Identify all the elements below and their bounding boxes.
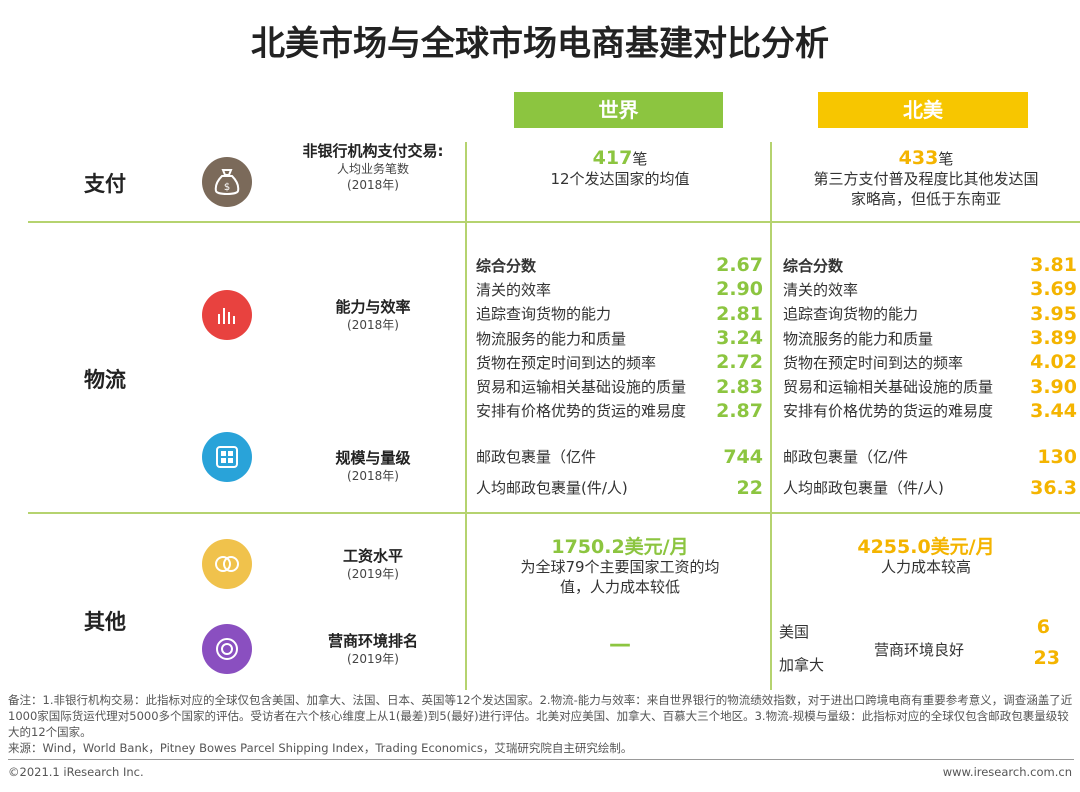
metric-label: 邮政包裹量（亿/件 <box>783 448 909 466</box>
category-payment: 支付 <box>84 172 126 196</box>
metric-label: 贸易和运输相关基础设施的质量 <box>783 378 994 397</box>
us-rank: 6 <box>1036 616 1050 638</box>
na-wage: 4255.0美元/月 人力成本较高 <box>857 536 995 576</box>
world-wage: 1750.2美元/月 为全球79个主要国家工资的均值，人力成本较低 <box>520 536 720 596</box>
metric-value: 2.72 <box>716 351 763 374</box>
na-payment: 433笔 第三方支付普及程度比其他发达国家略高，但低于东南亚 <box>813 147 1039 208</box>
metric-value: 4.02 <box>1030 351 1077 374</box>
metric-label: 货物在预定时间到达的频率 <box>476 353 657 372</box>
country-us: 美国 <box>779 623 810 641</box>
metric-row: 货物在预定时间到达的频率 4.02 <box>783 350 1077 374</box>
metric-row: 物流服务的能力和质量 3.24 <box>476 326 763 350</box>
money-bag-icon: $ <box>202 157 252 207</box>
na-efficiency-list: 综合分数 3.81 清关的效率 3.69 追踪查询货物的能力 3.95 物流服务的能力和质量… <box>783 253 1077 423</box>
metric-value: 22 <box>736 476 763 499</box>
world-business: — <box>609 632 631 657</box>
metric-row: 贸易和运输相关基础设施的质量 3.90 <box>783 374 1077 398</box>
metric-label: 清关的效率 <box>476 280 552 299</box>
category-logistics: 物流 <box>84 368 126 392</box>
metric-row: 综合分数 3.81 <box>783 253 1077 277</box>
metric-value: 2.81 <box>716 302 763 325</box>
metric-row: 邮政包裹量（亿/件 130 <box>783 441 1077 472</box>
metric-row: 清关的效率 3.69 <box>783 277 1077 301</box>
wage-label: 工资水平 (2019年) <box>342 547 403 581</box>
metric-label: 物流服务的能力和质量 <box>476 329 627 348</box>
footnotes: 备注：1.非银行机构交易：此指标对应的全球仅包含美国、加拿大、法国、日本、英国等… <box>8 693 1073 755</box>
metric-label: 人均邮政包裹量(件/人) <box>476 479 628 497</box>
metric-label: 综合分数 <box>783 256 844 275</box>
metric-value: 3.95 <box>1030 302 1077 325</box>
scale-label: 规模与量级 (2018年) <box>335 449 411 483</box>
metric-value: 3.81 <box>1030 254 1077 277</box>
business-label: 营商环境排名 (2019年) <box>327 632 418 666</box>
metric-label: 清关的效率 <box>783 280 859 299</box>
metric-label: 邮政包裹量（亿件 <box>476 448 597 466</box>
bar-chart-icon <box>202 290 252 340</box>
metric-row: 人均邮政包裹量（件/人) 36.3 <box>783 472 1077 503</box>
metric-value: 36.3 <box>1030 476 1077 499</box>
efficiency-label: 能力与效率 (2018年) <box>335 298 411 332</box>
source: 来源：Wind，World Bank，Pitney Bowes Parcel S… <box>8 741 633 755</box>
world-efficiency-list: 综合分数 2.67 清关的效率 2.90 追踪查询货物的能力 2.81 物流服务的能力和质量… <box>476 253 763 423</box>
business-note: 营商环境良好 <box>874 641 965 659</box>
metric-value: 3.89 <box>1030 327 1077 350</box>
metric-row: 人均邮政包裹量(件/人) 22 <box>476 472 763 503</box>
na-scale-list: 邮政包裹量（亿/件 130 人均邮政包裹量（件/人) 36.3 <box>783 441 1077 503</box>
metric-label: 追踪查询货物的能力 <box>783 305 919 324</box>
metric-label: 综合分数 <box>476 256 537 275</box>
rings-icon <box>202 539 252 589</box>
column-divider <box>465 142 467 690</box>
canada-rank: 23 <box>1033 647 1060 669</box>
metric-value: 2.83 <box>716 375 763 398</box>
page-title: 北美市场与全球市场电商基建对比分析 <box>251 24 829 64</box>
svg-text:$: $ <box>224 182 230 193</box>
metric-row: 邮政包裹量（亿件 744 <box>476 441 763 472</box>
target-icon <box>202 624 252 674</box>
country-canada: 加拿大 <box>779 656 825 674</box>
metric-value: 2.87 <box>716 399 763 422</box>
world-payment: 417笔 12个发达国家的均值 <box>550 147 690 188</box>
metric-value: 130 <box>1037 445 1077 468</box>
metric-value: 2.90 <box>716 278 763 301</box>
metric-row: 物流服务的能力和质量 3.89 <box>783 326 1077 350</box>
row-divider <box>28 221 1080 223</box>
metric-label: 物流服务的能力和质量 <box>783 329 934 348</box>
metric-label: 贸易和运输相关基础设施的质量 <box>476 378 687 397</box>
world-column-header: 世界 <box>514 92 723 128</box>
metric-label: 人均邮政包裹量（件/人) <box>783 479 944 497</box>
footer-divider <box>8 759 1074 760</box>
metric-row: 安排有价格优势的货运的难易度 3.44 <box>783 399 1077 423</box>
copyright: ©2021.1 iResearch Inc. <box>8 765 144 779</box>
metric-value: 3.69 <box>1030 278 1077 301</box>
category-other: 其他 <box>84 610 126 634</box>
metric-value: 744 <box>723 445 763 468</box>
row-divider <box>28 512 1080 514</box>
metric-value: 3.44 <box>1030 399 1077 422</box>
metric-row: 清关的效率 2.90 <box>476 277 763 301</box>
metric-label: 安排有价格优势的货运的难易度 <box>783 402 994 421</box>
payment-label: 非银行机构支付交易: 人均业务笔数 (2018年) <box>302 142 444 192</box>
metric-row: 安排有价格优势的货运的难易度 2.87 <box>476 399 763 423</box>
grid-icon <box>202 432 252 482</box>
metric-row: 综合分数 2.67 <box>476 253 763 277</box>
metric-row: 货物在预定时间到达的频率 2.72 <box>476 350 763 374</box>
metric-value: 2.67 <box>716 254 763 277</box>
metric-row: 追踪查询货物的能力 3.95 <box>783 302 1077 326</box>
world-scale-list: 邮政包裹量（亿件 744 人均邮政包裹量(件/人) 22 <box>476 441 763 503</box>
website: www.iresearch.com.cn <box>942 765 1072 779</box>
column-divider <box>770 142 772 690</box>
metric-row: 贸易和运输相关基础设施的质量 2.83 <box>476 374 763 398</box>
metric-label: 安排有价格优势的货运的难易度 <box>476 402 687 421</box>
metric-value: 3.24 <box>716 327 763 350</box>
north-america-column-header: 北美 <box>818 92 1028 128</box>
metric-value: 3.90 <box>1030 375 1077 398</box>
metric-label: 追踪查询货物的能力 <box>476 305 612 324</box>
metric-row: 追踪查询货物的能力 2.81 <box>476 302 763 326</box>
metric-label: 货物在预定时间到达的频率 <box>783 353 964 372</box>
